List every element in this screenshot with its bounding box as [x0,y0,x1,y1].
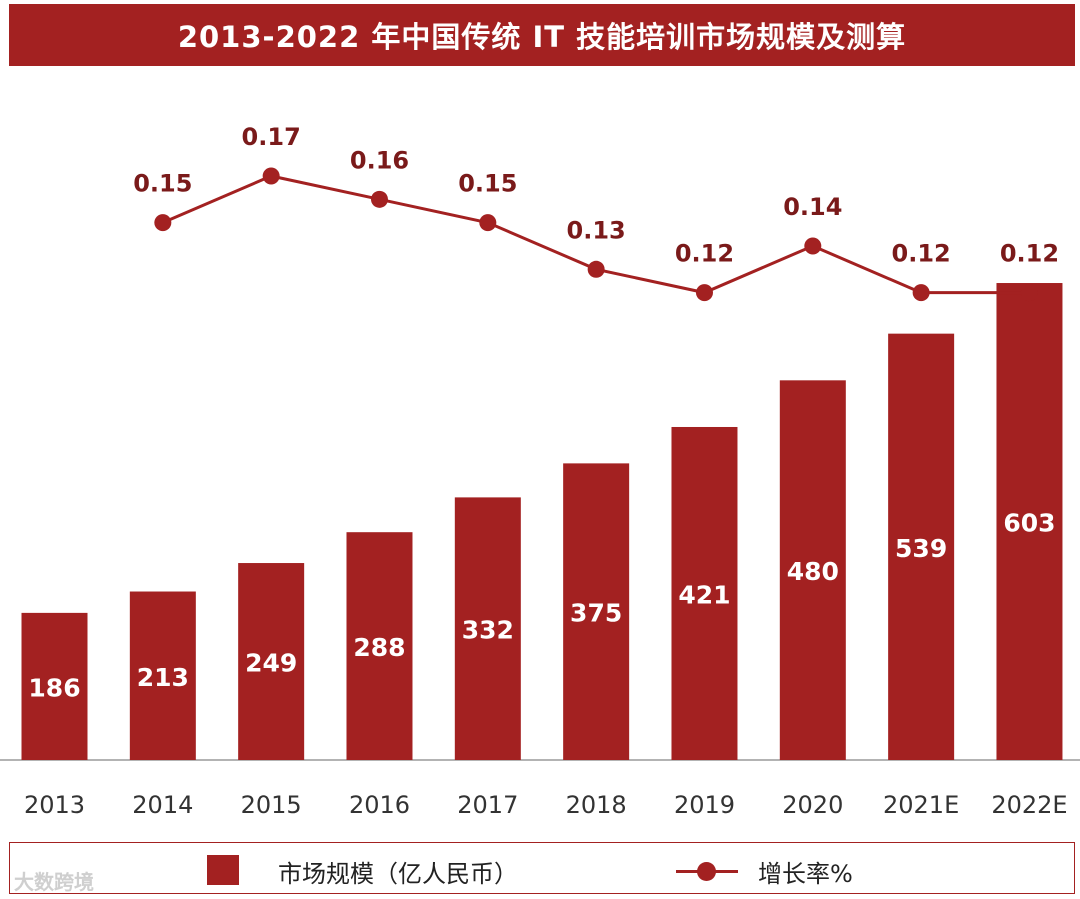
bar [346,532,413,760]
bar [129,591,196,760]
bar-value-label: 186 [28,673,80,702]
x-tick-label: 2020 [782,791,843,819]
legend-line-marker [697,862,716,881]
growth-rate-label: 0.15 [133,170,192,198]
growth-rate-label: 0.14 [783,193,842,221]
growth-rate-point [262,167,280,185]
x-tick-label: 2022E [991,791,1067,819]
legend-line-label: 增长率% [758,860,853,888]
bar [21,612,88,760]
legend-bar-swatch [207,855,239,885]
bar [996,283,1063,760]
legend: 市场规模（亿人民币） 增长率% [9,842,1075,894]
bar-value-label: 421 [678,580,730,609]
growth-rate-label: 0.13 [567,216,626,244]
bar-value-label: 249 [245,649,297,678]
x-tick-label: 2015 [241,791,302,819]
bar-value-label: 480 [787,557,839,586]
bar-value-label: 603 [1003,509,1055,538]
growth-rate-point [1020,284,1038,302]
growth-rate-label: 0.12 [892,240,951,268]
growth-rate-label: 0.12 [1000,240,1059,268]
growth-rate-point [695,284,713,302]
bar [779,380,846,760]
bar-value-label: 539 [895,534,947,563]
x-tick-label: 2021E [883,791,959,819]
growth-rate-label: 0.15 [458,170,517,198]
bar-value-label: 213 [137,663,189,692]
bar [888,333,955,760]
bar [454,497,521,760]
growth-rate-label: 0.16 [350,146,409,174]
bar [238,563,305,760]
legend-bar-label: 市场规模（亿人民币） [278,860,518,888]
x-tick-label: 2017 [457,791,518,819]
growth-rate-point [912,284,930,302]
growth-rate-label: 0.12 [675,240,734,268]
chart-title: 2013-2022 年中国传统 IT 技能培训市场规模及测算 [9,4,1075,66]
bar-value-label: 375 [570,599,622,628]
growth-rate-point [154,214,172,232]
growth-rate-point [587,260,605,278]
x-tick-label: 2013 [24,791,85,819]
bar-value-label: 332 [462,616,514,645]
x-tick-label: 2019 [674,791,735,819]
watermark: 大数跨境 [14,870,94,894]
bar-value-label: 288 [353,633,405,662]
growth-rate-label: 0.17 [242,123,301,151]
bar [671,426,738,760]
x-tick-label: 2018 [566,791,627,819]
growth-rate-point [370,190,388,208]
x-tick-label: 2016 [349,791,410,819]
x-tick-label: 2014 [132,791,193,819]
bar [563,463,630,760]
growth-rate-point [804,237,822,255]
growth-rate-point [479,214,497,232]
